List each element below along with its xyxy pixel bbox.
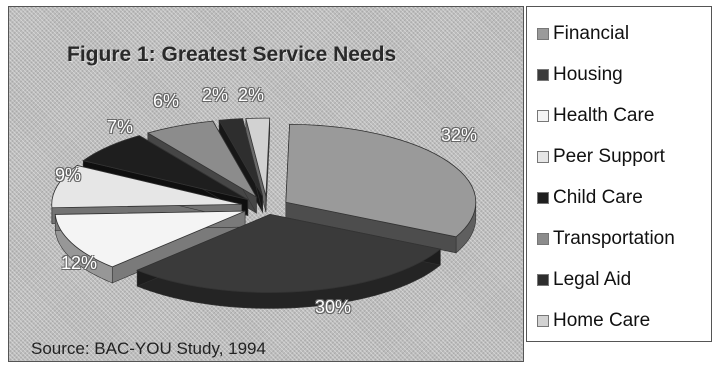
legend-item-transportation: Transportation [537, 227, 675, 251]
data-label-child-care: 7% [107, 117, 134, 137]
data-label-home-care: 2% [238, 85, 265, 105]
data-label-financial: 32% [441, 125, 478, 145]
legend-label-home-care: Home Care [553, 310, 651, 331]
data-label-peer-support: 9% [55, 165, 82, 185]
legend-item-child-care: Child Care [537, 186, 643, 210]
legend-swatch-housing [537, 69, 549, 81]
legend-item-health-care: Health Care [537, 104, 654, 128]
legend-label-legal-aid: Legal Aid [553, 269, 632, 290]
pie-slice-top-financial [285, 123, 477, 238]
legend-swatch-home-care [537, 315, 549, 327]
legend-label-peer-support: Peer Support [553, 146, 665, 167]
legend-label-financial: Financial [553, 23, 630, 44]
data-label-legal-aid: 2% [202, 85, 229, 105]
pie-slice-top-health-care [54, 210, 246, 268]
pie-slice-top-housing [136, 214, 442, 293]
plot-area: Figure 1: Greatest Service Needs Source:… [8, 6, 524, 362]
legend-swatch-transportation [537, 233, 549, 245]
legend: Financial Housing Health Care Peer Suppo… [526, 6, 712, 342]
legend-item-home-care: Home Care [537, 309, 650, 333]
pie-slice-top-legal-aid [218, 118, 264, 197]
legend-item-housing: Housing [537, 63, 623, 87]
pie-slice-health-care [54, 210, 246, 284]
chart-source: Source: BAC-YOU Study, 1994 [31, 339, 266, 358]
pie-chart [51, 117, 477, 309]
pie-slice-housing [136, 214, 442, 309]
legend-item-legal-aid: Legal Aid [537, 268, 631, 292]
legend-label-transportation: Transportation [553, 228, 675, 249]
legend-swatch-legal-aid [537, 274, 549, 286]
legend-label-housing: Housing [553, 64, 623, 85]
legend-label-health-care: Health Care [553, 105, 655, 126]
legend-swatch-health-care [537, 110, 549, 122]
pie-slice-top-child-care [82, 135, 249, 201]
legend-item-financial: Financial [537, 22, 629, 46]
chart-title: Figure 1: Greatest Service Needs [67, 43, 397, 66]
data-label-transportation: 6% [153, 91, 180, 111]
pie-slice-top-transportation [146, 120, 258, 199]
data-label-health-care: 12% [61, 253, 98, 273]
pie-slice-financial [285, 123, 477, 254]
legend-label-child-care: Child Care [553, 187, 643, 208]
pie-slice-top-home-care [245, 117, 271, 197]
legend-swatch-child-care [537, 192, 549, 204]
legend-swatch-peer-support [537, 151, 549, 163]
legend-swatch-financial [537, 28, 549, 40]
legend-item-peer-support: Peer Support [537, 145, 665, 169]
pie-slice-top-peer-support [51, 165, 242, 209]
data-label-housing: 30% [315, 297, 352, 317]
